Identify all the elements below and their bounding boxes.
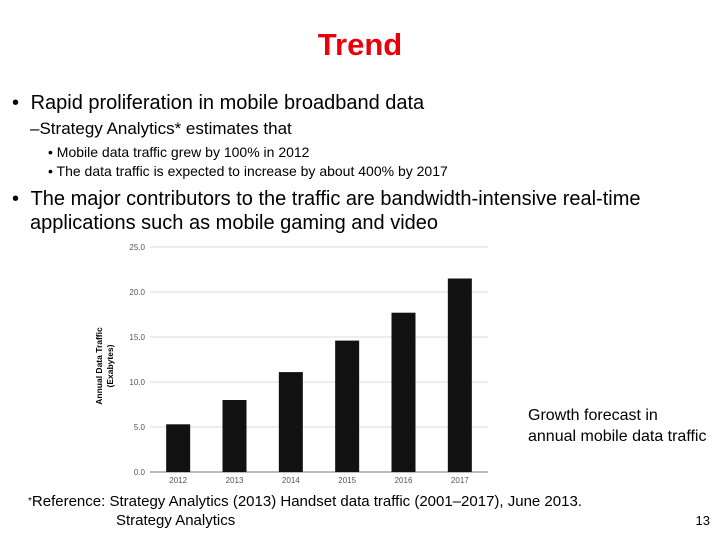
y-tick-label: 10.0	[129, 378, 145, 387]
y-tick-label: 15.0	[129, 333, 145, 342]
bullet-l3-grew: • Mobile data traffic grew by 100% in 20…	[48, 143, 309, 161]
bullet-l1-contributors: • The major contributors to the traffic …	[12, 187, 641, 235]
reference-line2: Strategy Analytics	[116, 512, 236, 529]
y-tick-label: 0.0	[134, 468, 146, 477]
bullet-marker: –	[30, 119, 40, 138]
bullet-l2-strategy-analytics: –Strategy Analytics* estimates that	[30, 119, 292, 139]
bar-2017	[447, 278, 472, 472]
bar-2013	[222, 400, 247, 472]
reference-marker: *	[28, 496, 32, 507]
slide-title: Trend	[317, 27, 403, 62]
x-tick-label: 2016	[395, 476, 413, 485]
bullet-marker: •	[12, 92, 20, 114]
reference-note: *Reference: Strategy Analytics (2013) Ha…	[28, 492, 668, 530]
x-tick-label: 2014	[282, 476, 300, 485]
bar-2014	[278, 372, 303, 472]
traffic-bar-chart: 0.0 5.0 10.0 15.0 20.0 25.0 2012 2013 2014 2015 2…	[94, 243, 488, 485]
bullet-marker: •	[48, 163, 53, 179]
x-tick-label: 2015	[338, 476, 356, 485]
bullet-marker: •	[48, 144, 53, 160]
bullet-marker: •	[12, 188, 20, 210]
reference-line1: Reference: Strategy Analytics (2013) Han…	[31, 493, 582, 510]
bullet-text: Rapid proliferation in mobile broadband …	[30, 92, 425, 114]
y-tick-label: 5.0	[134, 423, 146, 432]
y-tick-label: 25.0	[129, 243, 145, 252]
chart-caption: Growth forecast in annual mobile data tr…	[528, 407, 707, 445]
bar-2015	[335, 340, 360, 472]
bullet-text-line2: applications such as mobile gaming and v…	[30, 212, 439, 234]
bar-2012	[166, 424, 191, 472]
y-tick-label: 20.0	[129, 288, 145, 297]
bullet-text: Mobile data traffic grew by 100% in 2012	[56, 144, 310, 160]
y-axis-label: Annual Data Traffic	[94, 327, 104, 405]
x-tick-label: 2017	[451, 476, 469, 485]
bullet-text: The data traffic is expected to increase…	[56, 163, 448, 179]
x-tick-label: 2013	[226, 476, 244, 485]
y-axis-label-units: (Exabytes)	[105, 344, 115, 387]
bullet-text: Strategy Analytics* estimates that	[39, 119, 292, 138]
bar-2016	[391, 312, 416, 472]
x-tick-label: 2012	[169, 476, 187, 485]
page-number: 13	[695, 513, 710, 528]
bullet-l3-increase: • The data traffic is expected to increa…	[48, 162, 448, 180]
bullet-text-line1: The major contributors to the traffic ar…	[30, 188, 641, 210]
bullet-l1-proliferation: • Rapid proliferation in mobile broadban…	[12, 91, 424, 115]
